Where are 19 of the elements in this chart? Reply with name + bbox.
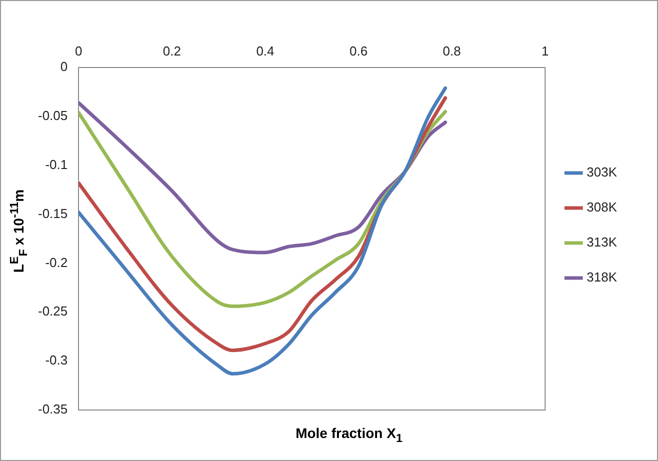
y-tick-label: -0.1	[45, 157, 68, 172]
y-tick-label: 0	[60, 59, 68, 74]
y-tick-label: -0.3	[45, 352, 68, 368]
legend-label: 303K	[586, 164, 618, 180]
y-tick-label: -0.15	[38, 206, 68, 221]
x-tick-label: 0.8	[442, 43, 461, 58]
x-tick-label: 0	[75, 43, 82, 58]
x-axis-title: Mole fraction X$_{1}$	[294, 425, 404, 445]
legend-label: 313K	[586, 234, 618, 250]
y-tick-label: -0.35	[38, 402, 68, 417]
x-tick-label: 0.2	[162, 43, 181, 58]
x-tick-label: 0.4	[256, 43, 274, 58]
y-tick-label: -0.05	[38, 108, 68, 124]
x-tick-label: 1	[542, 43, 549, 58]
x-tick-label: 0.6	[349, 43, 368, 58]
y-tick-label: -0.2	[45, 254, 68, 270]
legend-label: 308K	[586, 200, 618, 215]
legend-label: 318K	[586, 270, 618, 285]
y-tick-label: -0.25	[38, 304, 68, 319]
